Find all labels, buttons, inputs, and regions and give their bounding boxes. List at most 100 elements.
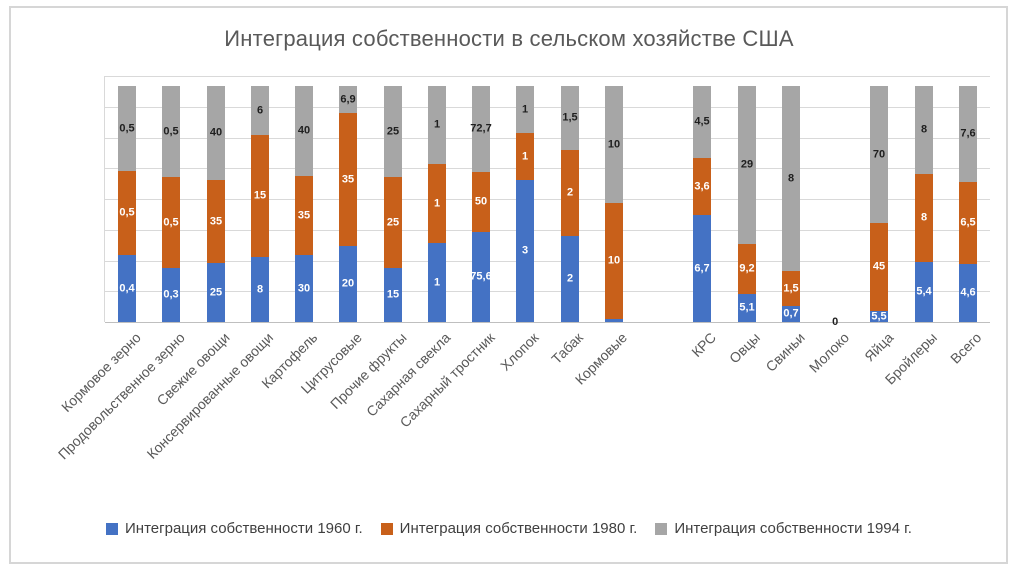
bar-segment-1994: 1 [428,86,446,164]
bar-segment-1960: 3 [516,180,534,322]
bar-segment-1960: 0,3 [162,268,180,322]
bar-segment-1994: 29 [738,86,756,244]
bar-segment-1960: 1 [428,243,446,322]
bar-value-label: 45 [872,260,886,273]
bar-segment-1994: 25 [384,86,402,177]
legend-label: Интеграция собственности 1994 г. [674,520,912,537]
bar-value-label: 40 [297,124,311,137]
bar-value-label: 15 [253,189,267,202]
chart-legend: Интеграция собственности 1960 г. Интеграц… [0,520,1018,537]
chart-title: Интеграция собственности в сельском хозя… [224,26,794,51]
legend-swatch-1994 [655,522,668,535]
bar-segment-1960: 20 [339,246,357,322]
bar-segment-1960: 0,7 [782,306,800,322]
bar-segment-1980: 25 [384,177,402,268]
bar-segment-1994: 8 [782,86,800,271]
gridline [105,291,990,292]
bar-segment-1980: 0,5 [162,177,180,268]
bar-segment-1960: 0,4 [118,255,136,322]
bar-value-label: 5,4 [916,285,932,298]
bar-value-label: 6 [256,104,264,116]
bar-segment-1994: 72,7 [470,86,492,172]
bar-segment-1960: 5,4 [915,262,933,322]
bar-segment-1994: 40 [207,86,225,180]
bar-value-label: 5,1 [739,301,755,314]
bar-value-label: 0,5 [163,125,179,137]
bar-value-label: 75,6 [470,270,492,283]
y-axis-line [104,76,105,322]
gridline [105,138,990,139]
bar-segment-1960: 30 [295,255,313,322]
bar-segment-1980: 0,5 [118,171,136,255]
gridline [105,230,990,231]
bar-segment-1994: 1,5 [561,86,579,150]
bar-value-label: 2 [566,186,574,199]
bar-segment-1960: 25 [207,263,225,322]
bar-value-label: 25 [386,216,400,228]
bar-segment-1994: 1 [516,86,534,133]
bar-value-label: 3,6 [694,180,710,192]
bar-segment-1960: 75,6 [470,232,492,322]
legend-item: Интеграция собственности 1960 г. [106,520,363,537]
bar-segment-1994: 6,9 [339,86,357,113]
gridline [105,76,990,77]
legend-item: Интеграция собственности 1994 г. [655,520,912,537]
bar-value-label: 7,6 [960,127,976,140]
legend-label: Интеграция собственности 1960 г. [125,520,363,537]
bar-value-label: 6,9 [340,93,356,105]
zero-value-label: 0 [832,316,839,328]
bar-value-label: 25 [386,125,400,137]
bar-value-label: 1 [433,276,441,288]
bar-segment-1994: 8 [915,86,933,174]
bar-value-label: 72,7 [470,122,492,135]
bar-value-label: 2 [566,272,574,285]
bar-value-label: 4,6 [960,286,976,299]
bar-segment-1980: 35 [339,113,357,246]
gridline [105,199,990,200]
bar-value-label: 8 [256,283,264,295]
bar-value-label: 20 [341,277,355,290]
bar-segment-1980: 50 [472,172,490,232]
chart-border [9,6,1008,564]
bar-segment-1994: 10 [605,86,623,203]
bar-value-label: 10 [607,254,621,267]
bar-segment-1960 [605,319,623,322]
bar-value-label: 35 [209,215,223,227]
bar-segment-1980: 1 [516,133,534,180]
bar-segment-1980: 9,2 [738,244,756,294]
bar-segment-1960: 5,5 [870,311,888,322]
bar-value-label: 29 [740,158,754,171]
bar-segment-1980: 45 [870,223,888,311]
bar-segment-1980: 1,5 [782,271,800,306]
bar-value-label: 30 [297,282,311,294]
bar-segment-1960: 8 [251,257,269,322]
bar-value-label: 1,5 [783,282,799,294]
bar-value-label: 1 [433,197,441,209]
bar-segment-1960: 6,7 [693,215,711,322]
bar-segment-1980: 15 [251,135,269,257]
bar-segment-1994: 7,6 [959,86,977,182]
bar-segment-1994: 4,5 [693,86,711,158]
bar-value-label: 50 [474,195,488,208]
bar-segment-1994: 0,5 [162,86,180,177]
bar-value-label: 6,5 [960,216,976,229]
bar-value-label: 15 [386,288,400,301]
bar-segment-1980: 35 [207,180,225,263]
bar-segment-1980: 2 [561,150,579,236]
legend-item: Интеграция собственности 1980 г. [380,520,637,537]
bar-value-label: 8 [920,211,928,224]
legend-swatch-1980 [380,522,393,535]
bar-segment-1980: 1 [428,164,446,243]
bar-segment-1960: 5,1 [738,294,756,322]
bar-segment-1960: 15 [384,268,402,322]
bar-value-label: 1 [433,118,441,131]
bar-value-label: 40 [209,126,223,139]
bar-value-label: 35 [297,209,311,221]
bar-segment-1994: 70 [870,86,888,223]
bar-value-label: 6,7 [694,262,710,274]
bar-value-label: 0,3 [163,288,179,301]
bar-value-label: 8 [787,172,795,184]
bar-segment-1980: 8 [915,174,933,262]
bar-value-label: 70 [872,148,886,160]
gridline [105,261,990,262]
